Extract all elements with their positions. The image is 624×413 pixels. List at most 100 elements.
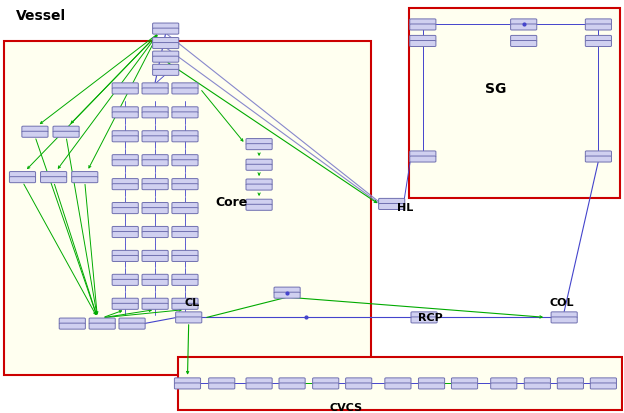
FancyBboxPatch shape (142, 84, 168, 90)
FancyBboxPatch shape (142, 203, 168, 209)
Text: HL: HL (397, 203, 413, 213)
FancyBboxPatch shape (112, 107, 139, 114)
FancyBboxPatch shape (585, 157, 612, 163)
FancyBboxPatch shape (510, 20, 537, 26)
FancyBboxPatch shape (172, 203, 198, 209)
FancyBboxPatch shape (246, 165, 272, 171)
FancyBboxPatch shape (72, 177, 98, 183)
FancyBboxPatch shape (153, 52, 178, 58)
FancyBboxPatch shape (510, 41, 537, 47)
FancyBboxPatch shape (175, 312, 202, 318)
FancyBboxPatch shape (510, 36, 537, 42)
FancyBboxPatch shape (112, 155, 139, 161)
FancyBboxPatch shape (172, 251, 198, 257)
FancyBboxPatch shape (410, 152, 436, 158)
FancyBboxPatch shape (142, 304, 168, 310)
FancyBboxPatch shape (411, 317, 437, 323)
FancyBboxPatch shape (172, 208, 198, 214)
FancyBboxPatch shape (9, 172, 36, 178)
FancyBboxPatch shape (551, 312, 577, 318)
FancyBboxPatch shape (112, 299, 139, 304)
FancyBboxPatch shape (172, 89, 198, 95)
FancyBboxPatch shape (9, 177, 36, 183)
FancyBboxPatch shape (208, 383, 235, 389)
FancyBboxPatch shape (153, 43, 178, 50)
FancyBboxPatch shape (246, 144, 272, 150)
FancyBboxPatch shape (172, 227, 198, 233)
FancyBboxPatch shape (119, 318, 145, 324)
FancyBboxPatch shape (112, 160, 139, 166)
FancyBboxPatch shape (178, 357, 622, 410)
FancyBboxPatch shape (246, 205, 272, 211)
FancyBboxPatch shape (112, 208, 139, 214)
FancyBboxPatch shape (419, 383, 445, 389)
FancyBboxPatch shape (274, 287, 300, 293)
FancyBboxPatch shape (172, 107, 198, 114)
FancyBboxPatch shape (551, 317, 577, 323)
FancyBboxPatch shape (142, 155, 168, 161)
FancyBboxPatch shape (379, 199, 405, 205)
FancyBboxPatch shape (112, 184, 139, 190)
FancyBboxPatch shape (153, 38, 178, 44)
FancyBboxPatch shape (153, 65, 178, 71)
FancyBboxPatch shape (112, 227, 139, 233)
FancyBboxPatch shape (22, 132, 48, 138)
FancyBboxPatch shape (112, 304, 139, 310)
FancyBboxPatch shape (409, 9, 620, 198)
FancyBboxPatch shape (142, 251, 168, 257)
FancyBboxPatch shape (452, 383, 477, 389)
FancyBboxPatch shape (153, 57, 178, 63)
FancyBboxPatch shape (246, 160, 272, 166)
FancyBboxPatch shape (172, 84, 198, 90)
FancyBboxPatch shape (172, 184, 198, 190)
FancyBboxPatch shape (172, 155, 198, 161)
Text: SG: SG (485, 81, 506, 95)
Text: Core: Core (215, 196, 248, 209)
FancyBboxPatch shape (174, 383, 200, 389)
FancyBboxPatch shape (274, 292, 300, 299)
FancyBboxPatch shape (112, 113, 139, 119)
FancyBboxPatch shape (510, 25, 537, 31)
FancyBboxPatch shape (590, 378, 617, 384)
FancyBboxPatch shape (172, 256, 198, 262)
FancyBboxPatch shape (142, 184, 168, 190)
FancyBboxPatch shape (585, 152, 612, 158)
FancyBboxPatch shape (346, 383, 372, 389)
FancyBboxPatch shape (524, 378, 550, 384)
FancyBboxPatch shape (590, 383, 617, 389)
FancyBboxPatch shape (174, 378, 200, 384)
FancyBboxPatch shape (112, 232, 139, 238)
FancyBboxPatch shape (142, 179, 168, 185)
FancyBboxPatch shape (175, 317, 202, 323)
FancyBboxPatch shape (208, 378, 235, 384)
Text: Vessel: Vessel (16, 9, 66, 23)
FancyBboxPatch shape (119, 323, 145, 329)
FancyBboxPatch shape (142, 89, 168, 95)
FancyBboxPatch shape (112, 251, 139, 257)
FancyBboxPatch shape (142, 160, 168, 166)
FancyBboxPatch shape (142, 275, 168, 281)
FancyBboxPatch shape (142, 280, 168, 286)
FancyBboxPatch shape (153, 29, 178, 35)
FancyBboxPatch shape (41, 177, 67, 183)
FancyBboxPatch shape (59, 318, 85, 324)
Text: CVCS: CVCS (329, 402, 363, 412)
FancyBboxPatch shape (410, 41, 436, 47)
FancyBboxPatch shape (490, 378, 517, 384)
FancyBboxPatch shape (379, 204, 405, 210)
FancyBboxPatch shape (172, 113, 198, 119)
FancyBboxPatch shape (172, 304, 198, 310)
FancyBboxPatch shape (410, 157, 436, 163)
FancyBboxPatch shape (172, 179, 198, 185)
FancyBboxPatch shape (142, 136, 168, 142)
FancyBboxPatch shape (4, 42, 371, 375)
FancyBboxPatch shape (53, 132, 79, 138)
FancyBboxPatch shape (172, 275, 198, 281)
FancyBboxPatch shape (279, 378, 305, 384)
FancyBboxPatch shape (153, 24, 178, 30)
FancyBboxPatch shape (172, 232, 198, 238)
FancyBboxPatch shape (142, 232, 168, 238)
FancyBboxPatch shape (142, 113, 168, 119)
FancyBboxPatch shape (89, 323, 115, 329)
FancyBboxPatch shape (557, 383, 583, 389)
